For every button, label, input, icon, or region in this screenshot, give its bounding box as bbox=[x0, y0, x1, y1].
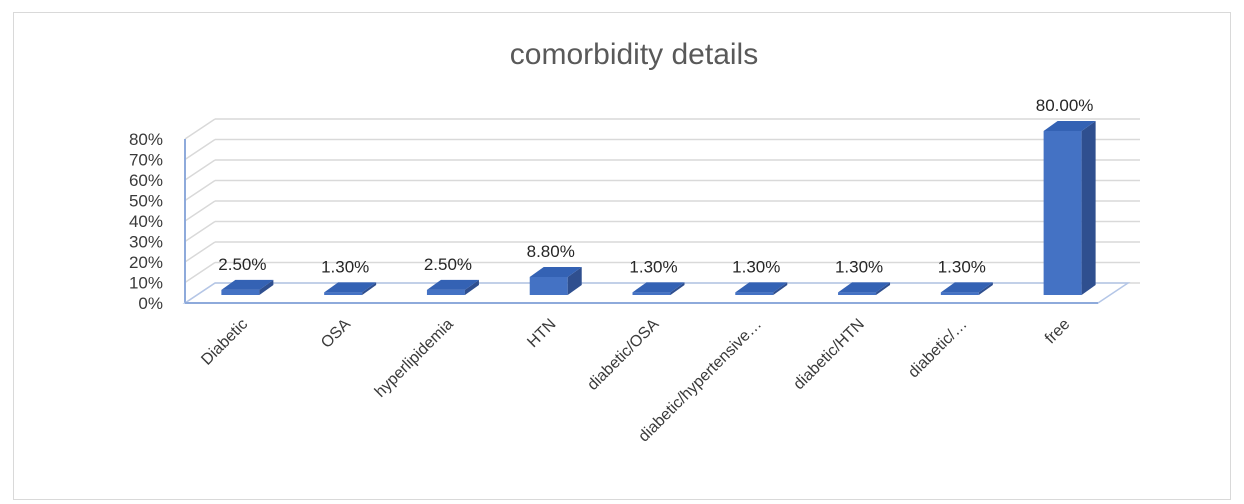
side-gridline bbox=[184, 118, 216, 140]
y-tick-label: 0% bbox=[138, 294, 163, 313]
category-label: diabetic/HTN bbox=[790, 316, 867, 393]
category-label: free bbox=[1042, 316, 1074, 348]
category-label: hyperlipidemia bbox=[372, 316, 457, 401]
bar-top bbox=[940, 282, 993, 293]
side-gridline bbox=[184, 261, 216, 284]
bar-side bbox=[464, 279, 479, 295]
bar-side bbox=[978, 282, 993, 295]
side-gridline bbox=[184, 179, 216, 202]
data-label: 2.50% bbox=[218, 255, 266, 274]
data-label: 8.80% bbox=[527, 242, 575, 261]
bar-front[interactable] bbox=[735, 292, 774, 295]
side-gridline bbox=[184, 159, 216, 181]
bar-front[interactable] bbox=[529, 276, 568, 295]
bar-top bbox=[1043, 121, 1096, 131]
bar-front[interactable] bbox=[324, 292, 363, 295]
category-label: diabetic/… bbox=[905, 316, 970, 381]
bar-top bbox=[529, 266, 582, 277]
data-label: 2.50% bbox=[424, 255, 472, 274]
y-tick-label: 60% bbox=[129, 171, 163, 190]
bar-top bbox=[221, 279, 274, 290]
chart-title: comorbidity details bbox=[509, 38, 759, 71]
category-label: Diabetic bbox=[198, 316, 251, 369]
bar-front[interactable] bbox=[838, 292, 877, 295]
data-label: 80.00% bbox=[1036, 96, 1094, 115]
bar-top bbox=[632, 282, 685, 293]
y-tick-label: 70% bbox=[129, 151, 163, 170]
bar-side bbox=[567, 266, 582, 295]
bar-side bbox=[773, 282, 788, 295]
bar-front[interactable] bbox=[426, 289, 465, 295]
chart-frame bbox=[13, 12, 1231, 500]
y-tick-label: 10% bbox=[129, 274, 163, 293]
side-gridline bbox=[184, 220, 216, 243]
bar-front[interactable] bbox=[940, 292, 979, 295]
bar-top bbox=[324, 282, 377, 293]
bar-front[interactable] bbox=[1043, 131, 1082, 295]
y-tick-label: 20% bbox=[129, 253, 163, 272]
y-tick-label: 40% bbox=[129, 212, 163, 231]
y-tick-label: 80% bbox=[129, 130, 163, 149]
y-tick-label: 50% bbox=[129, 192, 163, 211]
data-label: 1.30% bbox=[835, 257, 883, 276]
bar-side bbox=[670, 282, 685, 295]
bar-front[interactable] bbox=[221, 289, 260, 295]
data-label: 1.30% bbox=[321, 257, 369, 276]
category-label: diabetic/hypertensive… bbox=[635, 316, 765, 446]
data-label: 1.30% bbox=[938, 257, 986, 276]
data-label: 1.30% bbox=[732, 257, 780, 276]
data-label: 1.30% bbox=[629, 257, 677, 276]
bar-top bbox=[838, 282, 891, 293]
side-gridline bbox=[184, 200, 216, 222]
bar-top bbox=[735, 282, 788, 293]
y-tick-label: 30% bbox=[129, 233, 163, 252]
bar-side bbox=[259, 279, 274, 295]
bar-side bbox=[1081, 121, 1096, 295]
side-gridline bbox=[184, 241, 216, 263]
category-label: diabetic/OSA bbox=[584, 316, 662, 394]
bar-front[interactable] bbox=[632, 292, 671, 295]
category-label: OSA bbox=[318, 316, 354, 352]
bar-side bbox=[362, 282, 377, 295]
category-label: HTN bbox=[524, 316, 559, 351]
bar-top bbox=[426, 279, 479, 290]
side-gridline bbox=[184, 138, 216, 161]
bar-side bbox=[876, 282, 891, 295]
